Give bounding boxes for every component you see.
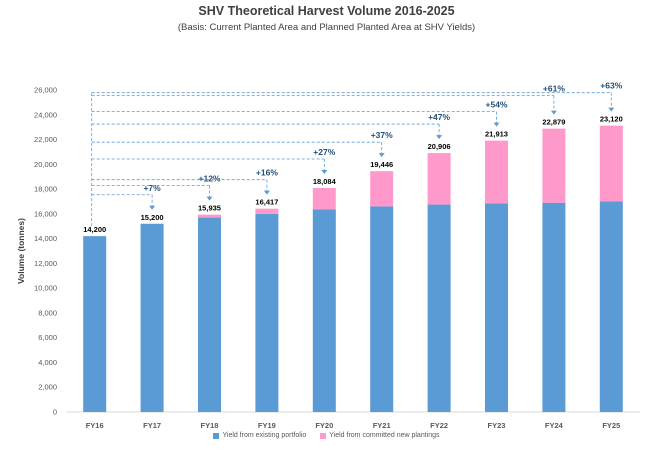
- bar-existing: [198, 217, 221, 412]
- growth-arrowhead: [436, 135, 443, 140]
- growth-arrowhead: [149, 205, 156, 210]
- bar-new-plantings: [599, 125, 623, 202]
- growth-label: +16%: [256, 168, 278, 178]
- bar-new-plantings: [312, 188, 336, 210]
- bar-existing: [83, 236, 107, 412]
- bar-new-plantings: [370, 171, 394, 207]
- x-tick-label: FY18: [201, 421, 219, 430]
- y-tick-label: 6,000: [38, 333, 57, 342]
- bar-existing: [485, 203, 508, 412]
- y-tick-label: 0: [53, 408, 57, 417]
- growth-label: +47%: [428, 112, 450, 122]
- total-label: 15,935: [198, 204, 221, 213]
- x-tick-label: FY19: [258, 421, 276, 430]
- y-tick-label: 16,000: [34, 209, 57, 218]
- y-tick-label: 4,000: [38, 358, 57, 367]
- bar-new-plantings: [485, 140, 508, 204]
- legend: Yield from existing portfolio Yield from…: [0, 432, 653, 439]
- bar-existing: [542, 202, 566, 412]
- total-label: 14,200: [83, 225, 106, 234]
- total-label: 16,417: [255, 198, 278, 207]
- legend-label-new: Yield from committed new plantings: [329, 432, 440, 439]
- total-label: 15,200: [141, 213, 164, 222]
- total-label: 21,913: [485, 130, 508, 139]
- growth-arrowhead: [550, 110, 557, 115]
- legend-label-existing: Yield from existing portfolio: [222, 432, 307, 439]
- bar-new-plantings: [542, 128, 566, 203]
- x-tick-label: FY21: [373, 421, 391, 430]
- bar-existing: [140, 223, 164, 412]
- y-tick-label: 10,000: [34, 284, 57, 293]
- growth-label: +27%: [313, 147, 335, 157]
- growth-arrowhead: [263, 190, 270, 195]
- total-label: 22,879: [542, 118, 565, 127]
- total-label: 19,446: [370, 160, 393, 169]
- y-tick-label: 24,000: [34, 110, 57, 119]
- x-tick-label: FY23: [488, 421, 506, 430]
- y-tick-label: 22,000: [34, 135, 57, 144]
- growth-label: +61%: [543, 84, 565, 94]
- bar-new-plantings: [427, 153, 451, 205]
- legend-swatch-new: [320, 432, 327, 439]
- y-tick-label: 26,000: [34, 86, 57, 95]
- y-tick-label: 18,000: [34, 185, 57, 194]
- chart-title: SHV Theoretical Harvest Volume 2016-2025: [198, 4, 455, 18]
- growth-arrowhead: [321, 170, 328, 175]
- growth-arrowhead: [608, 107, 615, 112]
- growth-label: +54%: [486, 100, 508, 110]
- legend-item-new: Yield from committed new plantings: [320, 432, 440, 439]
- y-tick-label: 8,000: [38, 308, 57, 317]
- legend-item-existing: Yield from existing portfolio: [213, 432, 306, 439]
- total-label: 18,084: [313, 177, 337, 186]
- bar-existing: [255, 213, 279, 412]
- growth-label: +7%: [143, 183, 161, 193]
- x-tick-label: FY24: [545, 421, 564, 430]
- chart-subtitle: (Basis: Current Planted Area and Planned…: [177, 22, 476, 33]
- growth-arrowhead: [493, 122, 500, 127]
- x-tick-label: FY25: [602, 421, 620, 430]
- total-label: 20,906: [428, 142, 451, 151]
- growth-label: +12%: [199, 174, 221, 184]
- x-tick-label: FY16: [86, 421, 104, 430]
- bar-new-plantings: [255, 208, 279, 214]
- legend-swatch-existing: [213, 432, 220, 439]
- x-tick-label: FY20: [315, 421, 333, 430]
- bar-existing: [599, 201, 623, 412]
- bar-new-plantings: [198, 214, 221, 218]
- y-tick-label: 2,000: [38, 383, 57, 392]
- bar-existing: [370, 206, 394, 412]
- y-tick-label: 14,000: [34, 234, 57, 243]
- growth-arrowhead: [378, 153, 385, 158]
- bar-existing: [312, 209, 336, 412]
- y-tick-label: 12,000: [34, 259, 57, 268]
- growth-arrowhead: [206, 196, 213, 201]
- growth-label: +63%: [600, 81, 622, 91]
- x-tick-label: FY22: [430, 421, 448, 430]
- growth-label: +37%: [371, 130, 393, 140]
- x-tick-label: FY17: [143, 421, 161, 430]
- bar-existing: [427, 204, 451, 412]
- y-tick-label: 20,000: [34, 160, 57, 169]
- total-label: 23,120: [600, 115, 623, 124]
- y-axis-label: Volume (tonnes): [16, 218, 26, 284]
